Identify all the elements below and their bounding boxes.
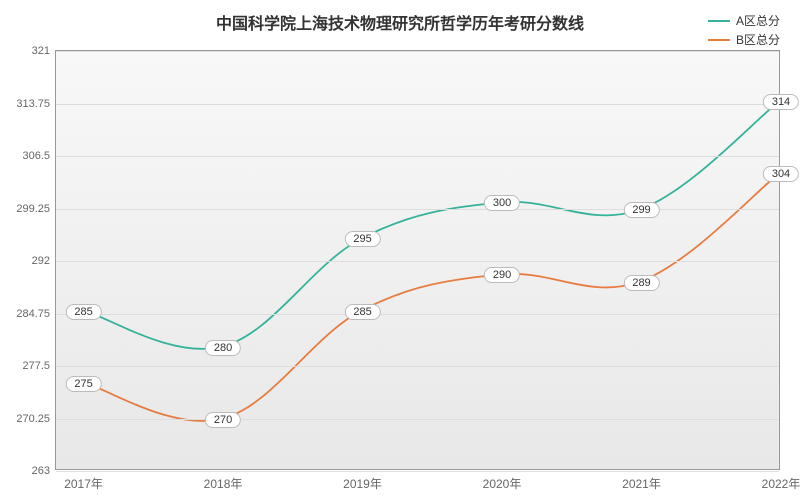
gridline xyxy=(56,314,779,315)
y-tick-label: 284.75 xyxy=(16,308,56,320)
x-tick-label: 2019年 xyxy=(343,469,382,492)
data-label: 275 xyxy=(65,376,101,392)
y-tick-label: 292 xyxy=(32,255,56,267)
data-label: 314 xyxy=(763,94,799,110)
line-curves-svg xyxy=(56,51,779,469)
data-label: 290 xyxy=(484,267,520,283)
series-line-1 xyxy=(83,174,779,421)
y-tick-label: 321 xyxy=(32,45,56,57)
data-label: 280 xyxy=(205,340,241,356)
gridline xyxy=(56,471,779,472)
data-label: 285 xyxy=(344,304,380,320)
gridline xyxy=(56,156,779,157)
gridline xyxy=(56,419,779,420)
legend-swatch-b xyxy=(708,39,730,41)
data-label: 270 xyxy=(205,412,241,428)
x-tick-label: 2020年 xyxy=(483,469,522,492)
gridline xyxy=(56,209,779,210)
y-tick-label: 299.25 xyxy=(16,203,56,215)
plot-area: 263270.25277.5284.75292299.25306.5313.75… xyxy=(55,50,780,470)
y-tick-label: 306.5 xyxy=(22,150,56,162)
legend-swatch-a xyxy=(708,20,730,22)
data-label: 285 xyxy=(65,304,101,320)
x-tick-label: 2021年 xyxy=(622,469,661,492)
data-label: 289 xyxy=(623,275,659,291)
chart-title: 中国科学院上海技术物理研究所哲学历年考研分数线 xyxy=(0,10,800,34)
legend-item-b: B区总分 xyxy=(708,31,780,48)
legend-item-a: A区总分 xyxy=(708,12,780,29)
x-tick-label: 2022年 xyxy=(762,469,800,492)
gridline xyxy=(56,104,779,105)
data-label: 304 xyxy=(763,166,799,182)
gridline xyxy=(56,366,779,367)
y-tick-label: 277.5 xyxy=(22,360,56,372)
chart-container: 中国科学院上海技术物理研究所哲学历年考研分数线 A区总分 B区总分 263270… xyxy=(0,0,800,500)
data-label: 299 xyxy=(623,202,659,218)
legend-label-b: B区总分 xyxy=(736,31,780,48)
data-label: 295 xyxy=(344,231,380,247)
data-label: 300 xyxy=(484,195,520,211)
gridline xyxy=(56,51,779,52)
x-tick-label: 2017年 xyxy=(64,469,103,492)
y-tick-label: 263 xyxy=(32,465,56,477)
legend: A区总分 B区总分 xyxy=(708,12,780,50)
legend-label-a: A区总分 xyxy=(736,12,780,29)
series-line-0 xyxy=(83,101,779,348)
y-tick-label: 313.75 xyxy=(16,98,56,110)
gridline xyxy=(56,261,779,262)
x-tick-label: 2018年 xyxy=(204,469,243,492)
y-tick-label: 270.25 xyxy=(16,413,56,425)
